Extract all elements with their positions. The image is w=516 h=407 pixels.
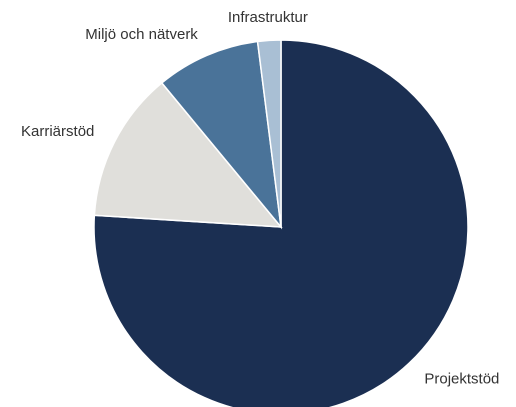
pie-slice bbox=[160, 40, 283, 230]
slice-label: Infrastruktur bbox=[228, 9, 308, 26]
pie-slice bbox=[256, 39, 282, 228]
slice-label: Karriärstöd bbox=[21, 123, 94, 140]
pie-slice bbox=[93, 81, 283, 228]
slice-label: Miljö och nätverk bbox=[85, 26, 198, 43]
slice-label: Projektstöd bbox=[424, 371, 499, 388]
